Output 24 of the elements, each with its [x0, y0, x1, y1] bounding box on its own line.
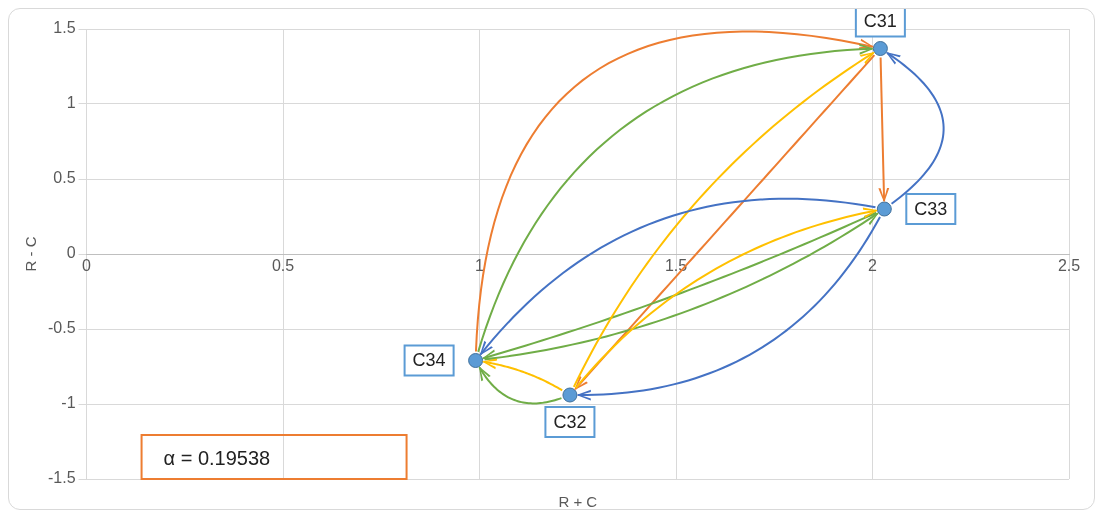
point	[468, 353, 484, 368]
x-axis-title: R + C	[558, 493, 598, 511]
data-label: C33	[914, 198, 948, 219]
data-label: C32	[553, 411, 587, 432]
y-tick-label: 1	[66, 94, 76, 112]
point	[872, 41, 888, 56]
x-tick-label: 1	[475, 257, 485, 275]
point	[562, 387, 578, 403]
y-tick-label: -0.5	[47, 319, 76, 337]
x-tick-label: 0	[82, 257, 92, 275]
annotation: α = 0.19538	[163, 446, 271, 469]
y-axis-title: R - C	[22, 236, 40, 272]
data-label: C31	[863, 11, 897, 32]
y-tick-label: -1.5	[47, 469, 76, 487]
y-tick-label: -1	[61, 394, 76, 412]
x-tick-label: 0.5	[271, 257, 295, 275]
x-tick-label: 2.5	[1057, 257, 1081, 275]
y-tick-label: 0.5	[53, 169, 76, 187]
y-tick-label: 0	[66, 244, 76, 262]
point	[876, 201, 892, 217]
data-label: C34	[412, 350, 446, 371]
x-tick-label: 1.5	[664, 257, 688, 275]
y-tick-label: 1.5	[53, 19, 76, 37]
x-tick-label: 2	[868, 257, 878, 275]
